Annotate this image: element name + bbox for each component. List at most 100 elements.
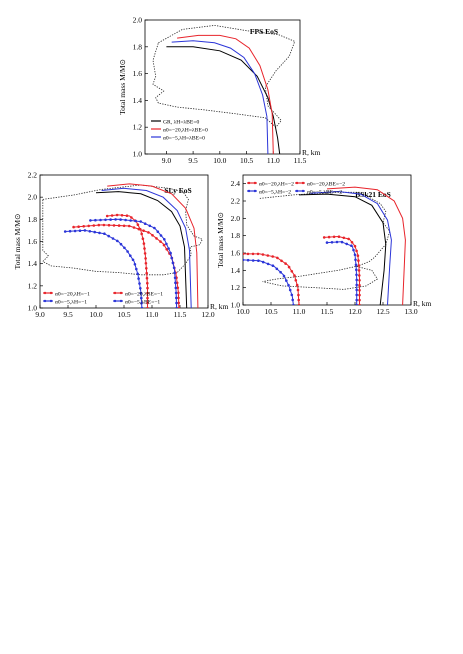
series-marker bbox=[107, 234, 110, 238]
x-tick-label: 11.5 bbox=[174, 310, 187, 319]
x-tick-label: 11.0 bbox=[293, 307, 306, 316]
series-marker bbox=[129, 254, 132, 257]
series-marker bbox=[172, 266, 176, 270]
series-line bbox=[310, 190, 392, 305]
series-marker bbox=[147, 231, 150, 234]
x-tick-label: 10.0 bbox=[89, 310, 102, 319]
series-marker bbox=[139, 220, 142, 223]
constraint-contour bbox=[152, 24, 296, 128]
y-tick-label: 1.2 bbox=[133, 123, 143, 132]
series-marker bbox=[177, 306, 181, 308]
y-tick-label: 1.0 bbox=[231, 301, 241, 310]
series-marker bbox=[271, 255, 275, 258]
series-marker bbox=[356, 254, 360, 257]
x-tick-label: 9.5 bbox=[63, 310, 73, 319]
series-line bbox=[298, 193, 387, 305]
series-marker bbox=[155, 237, 158, 240]
series-marker bbox=[355, 283, 359, 287]
series-marker bbox=[175, 306, 178, 308]
series-marker bbox=[146, 301, 149, 305]
series-marker bbox=[174, 281, 177, 285]
series-marker bbox=[124, 218, 127, 222]
series-marker bbox=[173, 276, 177, 280]
y-tick-label: 2.4 bbox=[231, 179, 241, 188]
series-marker bbox=[290, 293, 294, 297]
series-marker bbox=[137, 277, 140, 280]
series-marker bbox=[143, 252, 147, 255]
series-line bbox=[166, 46, 281, 154]
series-marker bbox=[167, 247, 170, 250]
legend-marker bbox=[247, 181, 251, 185]
series-marker bbox=[159, 240, 162, 243]
x-tick-label: 10.5 bbox=[117, 310, 130, 319]
series-marker bbox=[140, 232, 143, 236]
series-marker bbox=[297, 293, 300, 297]
series-marker bbox=[355, 268, 358, 272]
plot-area bbox=[152, 24, 296, 154]
series-marker bbox=[357, 259, 360, 262]
constraint-contour bbox=[259, 191, 391, 290]
series-marker bbox=[246, 258, 250, 262]
y-axis-label: Total mass M/M⊙ bbox=[13, 214, 22, 270]
series-marker bbox=[136, 272, 139, 276]
series-marker bbox=[355, 273, 358, 277]
series-marker bbox=[145, 267, 148, 270]
series-marker bbox=[153, 226, 156, 230]
x-tick-label: 11.5 bbox=[321, 307, 334, 316]
x-tick-label: 13.0 bbox=[404, 307, 417, 316]
y-axis-label: Total mass M/M⊙ bbox=[118, 59, 127, 115]
y-tick-label: 1.6 bbox=[231, 249, 241, 258]
series-marker bbox=[353, 253, 357, 257]
series-marker bbox=[261, 253, 265, 256]
series-marker bbox=[340, 240, 344, 244]
series-marker bbox=[132, 226, 136, 229]
series-marker bbox=[266, 262, 270, 266]
plot-area bbox=[42, 183, 203, 308]
series-marker bbox=[284, 262, 287, 265]
legend-marker bbox=[119, 299, 123, 303]
series-marker bbox=[88, 230, 92, 233]
series-marker bbox=[330, 241, 334, 244]
series-marker bbox=[285, 279, 288, 282]
series-marker bbox=[146, 306, 149, 308]
series-marker bbox=[116, 239, 119, 243]
legend-marker bbox=[49, 291, 53, 295]
chart-bsk21: 10.0 10.5 11.0 11.5 12.0 12.5 13.0 1.0 1.2 1.4 1.6… bbox=[216, 174, 432, 316]
x-tick-label: 10.0 bbox=[213, 156, 226, 165]
series-marker bbox=[119, 242, 123, 246]
series-marker bbox=[355, 278, 359, 282]
series-marker bbox=[73, 229, 77, 233]
legend-marker bbox=[247, 189, 251, 193]
series-marker bbox=[151, 234, 154, 237]
series-marker bbox=[271, 264, 275, 268]
series-marker bbox=[280, 259, 283, 263]
series-marker bbox=[350, 244, 353, 247]
series-marker bbox=[146, 296, 149, 300]
series-marker bbox=[357, 264, 361, 267]
y-tick-label: 1.6 bbox=[133, 69, 143, 78]
series-marker bbox=[243, 252, 245, 256]
series-marker bbox=[297, 298, 301, 302]
series-marker bbox=[357, 269, 361, 272]
series-marker bbox=[119, 218, 122, 221]
series-marker bbox=[176, 286, 180, 290]
y-tick-label: 1.4 bbox=[231, 266, 241, 275]
y-tick-label: 2.2 bbox=[28, 171, 38, 180]
series-marker bbox=[140, 306, 144, 308]
series-marker bbox=[107, 223, 111, 227]
series-line bbox=[243, 253, 300, 305]
series-marker bbox=[243, 258, 245, 262]
series-marker bbox=[148, 224, 152, 228]
series-line bbox=[65, 229, 143, 308]
series-marker bbox=[177, 291, 180, 295]
series-marker bbox=[175, 301, 178, 305]
series-marker bbox=[358, 288, 361, 292]
series-marker bbox=[261, 260, 265, 264]
series-marker bbox=[134, 219, 137, 223]
series-marker bbox=[354, 263, 358, 267]
series-marker bbox=[156, 230, 160, 233]
series-marker bbox=[120, 214, 124, 217]
series-line bbox=[73, 224, 180, 308]
x-axis-label: R, km bbox=[210, 302, 229, 311]
